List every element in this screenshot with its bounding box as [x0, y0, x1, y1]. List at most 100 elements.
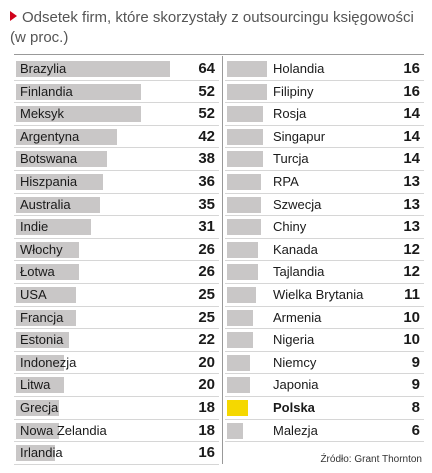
- bar-row: Nowa Zelandia 18: [14, 420, 219, 443]
- bar-row: Filipiny 16: [225, 81, 424, 104]
- category-label: Włochy: [20, 241, 63, 257]
- bar: [227, 309, 253, 326]
- category-label: RPA: [273, 173, 299, 189]
- bar: [16, 377, 65, 394]
- bar-row: Szwecja 13: [225, 194, 424, 217]
- bar: [16, 128, 118, 145]
- bar: [16, 264, 79, 281]
- value-label: 13: [403, 195, 420, 213]
- bar-row: Polska 8: [225, 397, 424, 420]
- category-label: Litwa: [20, 377, 51, 393]
- value-label: 13: [403, 172, 420, 190]
- category-label: USA: [20, 286, 47, 302]
- bar-row: Łotwa 26: [14, 261, 219, 284]
- category-label: Botswana: [20, 151, 78, 167]
- value-label: 9: [411, 376, 420, 394]
- category-label: Szwecja: [273, 196, 322, 212]
- bar-row: Włochy 26: [14, 239, 219, 262]
- bar-row: Turcja 14: [225, 148, 424, 171]
- value-label: 26: [198, 240, 215, 258]
- bar-row: Rosja 14: [225, 103, 424, 126]
- bar: [16, 286, 77, 303]
- bar: [16, 83, 142, 100]
- bar-row: USA 25: [14, 284, 219, 307]
- category-label: Turcja: [273, 151, 309, 167]
- bar: [227, 61, 267, 77]
- value-label: 22: [198, 331, 215, 349]
- chart-title-text: Odsetek firm, które skorzystały z outsou…: [10, 9, 414, 46]
- category-label: Malezja: [273, 422, 318, 438]
- bar: [16, 354, 65, 371]
- bar: [16, 219, 91, 236]
- category-label: Singapur: [273, 128, 326, 144]
- bar-row: Botswana 38: [14, 148, 219, 171]
- category-label: Polska: [273, 399, 315, 415]
- category-label: Brazylia: [20, 61, 67, 76]
- bar: [227, 106, 264, 123]
- category-label: Argentyna: [20, 128, 80, 144]
- category-label: Irlandia: [20, 445, 63, 461]
- value-label: 16: [403, 60, 420, 77]
- category-label: Rosja: [273, 106, 307, 122]
- value-label: 16: [198, 444, 215, 462]
- category-label: Australia: [20, 196, 71, 212]
- bar-row: Tajlandia 12: [225, 261, 424, 284]
- bar-row: RPA 13: [225, 171, 424, 194]
- bar-row: Nigeria 10: [225, 329, 424, 352]
- bar-row: Hiszpania 36: [14, 171, 219, 194]
- bar-row: Wielka Brytania 11: [225, 284, 424, 307]
- value-label: 64: [198, 60, 215, 77]
- column-divider: [222, 56, 223, 464]
- bar-row: Francja 25: [14, 307, 219, 330]
- title-marker-icon: [10, 11, 17, 21]
- value-label: 14: [403, 127, 420, 145]
- bar: [16, 422, 60, 439]
- bar: [16, 106, 142, 123]
- bar: [16, 332, 69, 349]
- value-label: 52: [198, 82, 215, 100]
- bar-row: Kanada 12: [225, 239, 424, 262]
- bar-row: Finlandia 52: [14, 81, 219, 104]
- bar-row: Irlandia 16: [14, 442, 219, 465]
- category-label: Hiszpania: [20, 173, 78, 189]
- category-label: Chiny: [273, 219, 307, 235]
- value-label: 18: [198, 421, 215, 439]
- chart-title: Odsetek firm, które skorzystały z outsou…: [10, 8, 420, 48]
- bar: [16, 151, 108, 168]
- bar-row: Grecja 18: [14, 397, 219, 420]
- category-label: Filipiny: [273, 83, 314, 99]
- category-label: Indonezja: [20, 354, 77, 370]
- value-label: 10: [403, 331, 420, 349]
- bar-row: Brazylia 64: [14, 58, 219, 81]
- value-label: 14: [403, 105, 420, 123]
- bar: [16, 61, 170, 77]
- category-label: Estonia: [20, 332, 64, 348]
- value-label: 13: [403, 218, 420, 236]
- category-label: Japonia: [273, 377, 319, 393]
- category-label: Armenia: [273, 309, 322, 325]
- value-label: 14: [403, 150, 420, 168]
- bar-row: Argentyna 42: [14, 126, 219, 149]
- value-label: 18: [198, 398, 215, 416]
- value-label: 35: [198, 195, 215, 213]
- bar-row: Estonia 22: [14, 329, 219, 352]
- bar-row: Meksyk 52: [14, 103, 219, 126]
- value-label: 16: [403, 82, 420, 100]
- value-label: 20: [198, 353, 215, 371]
- top-rule: [14, 54, 424, 55]
- category-label: Nigeria: [273, 332, 315, 348]
- category-label: Grecja: [20, 399, 59, 415]
- category-label: Niemcy: [273, 354, 317, 370]
- bar: [16, 399, 60, 416]
- value-label: 11: [404, 285, 420, 303]
- bar-row: Chiny 13: [225, 216, 424, 239]
- bar-row: Japonia 9: [225, 374, 424, 397]
- bar: [227, 83, 267, 100]
- bar: [16, 309, 77, 326]
- chart-column-left: Brazylia 64 Finlandia 52 Meksyk 52 Argentyna 42…: [14, 58, 219, 465]
- bar-row: Niemcy 9: [225, 352, 424, 375]
- value-label: 36: [198, 172, 215, 190]
- bar-row: Indonezja 20: [14, 352, 219, 375]
- bar-row: Litwa 20: [14, 374, 219, 397]
- bar: [16, 173, 103, 190]
